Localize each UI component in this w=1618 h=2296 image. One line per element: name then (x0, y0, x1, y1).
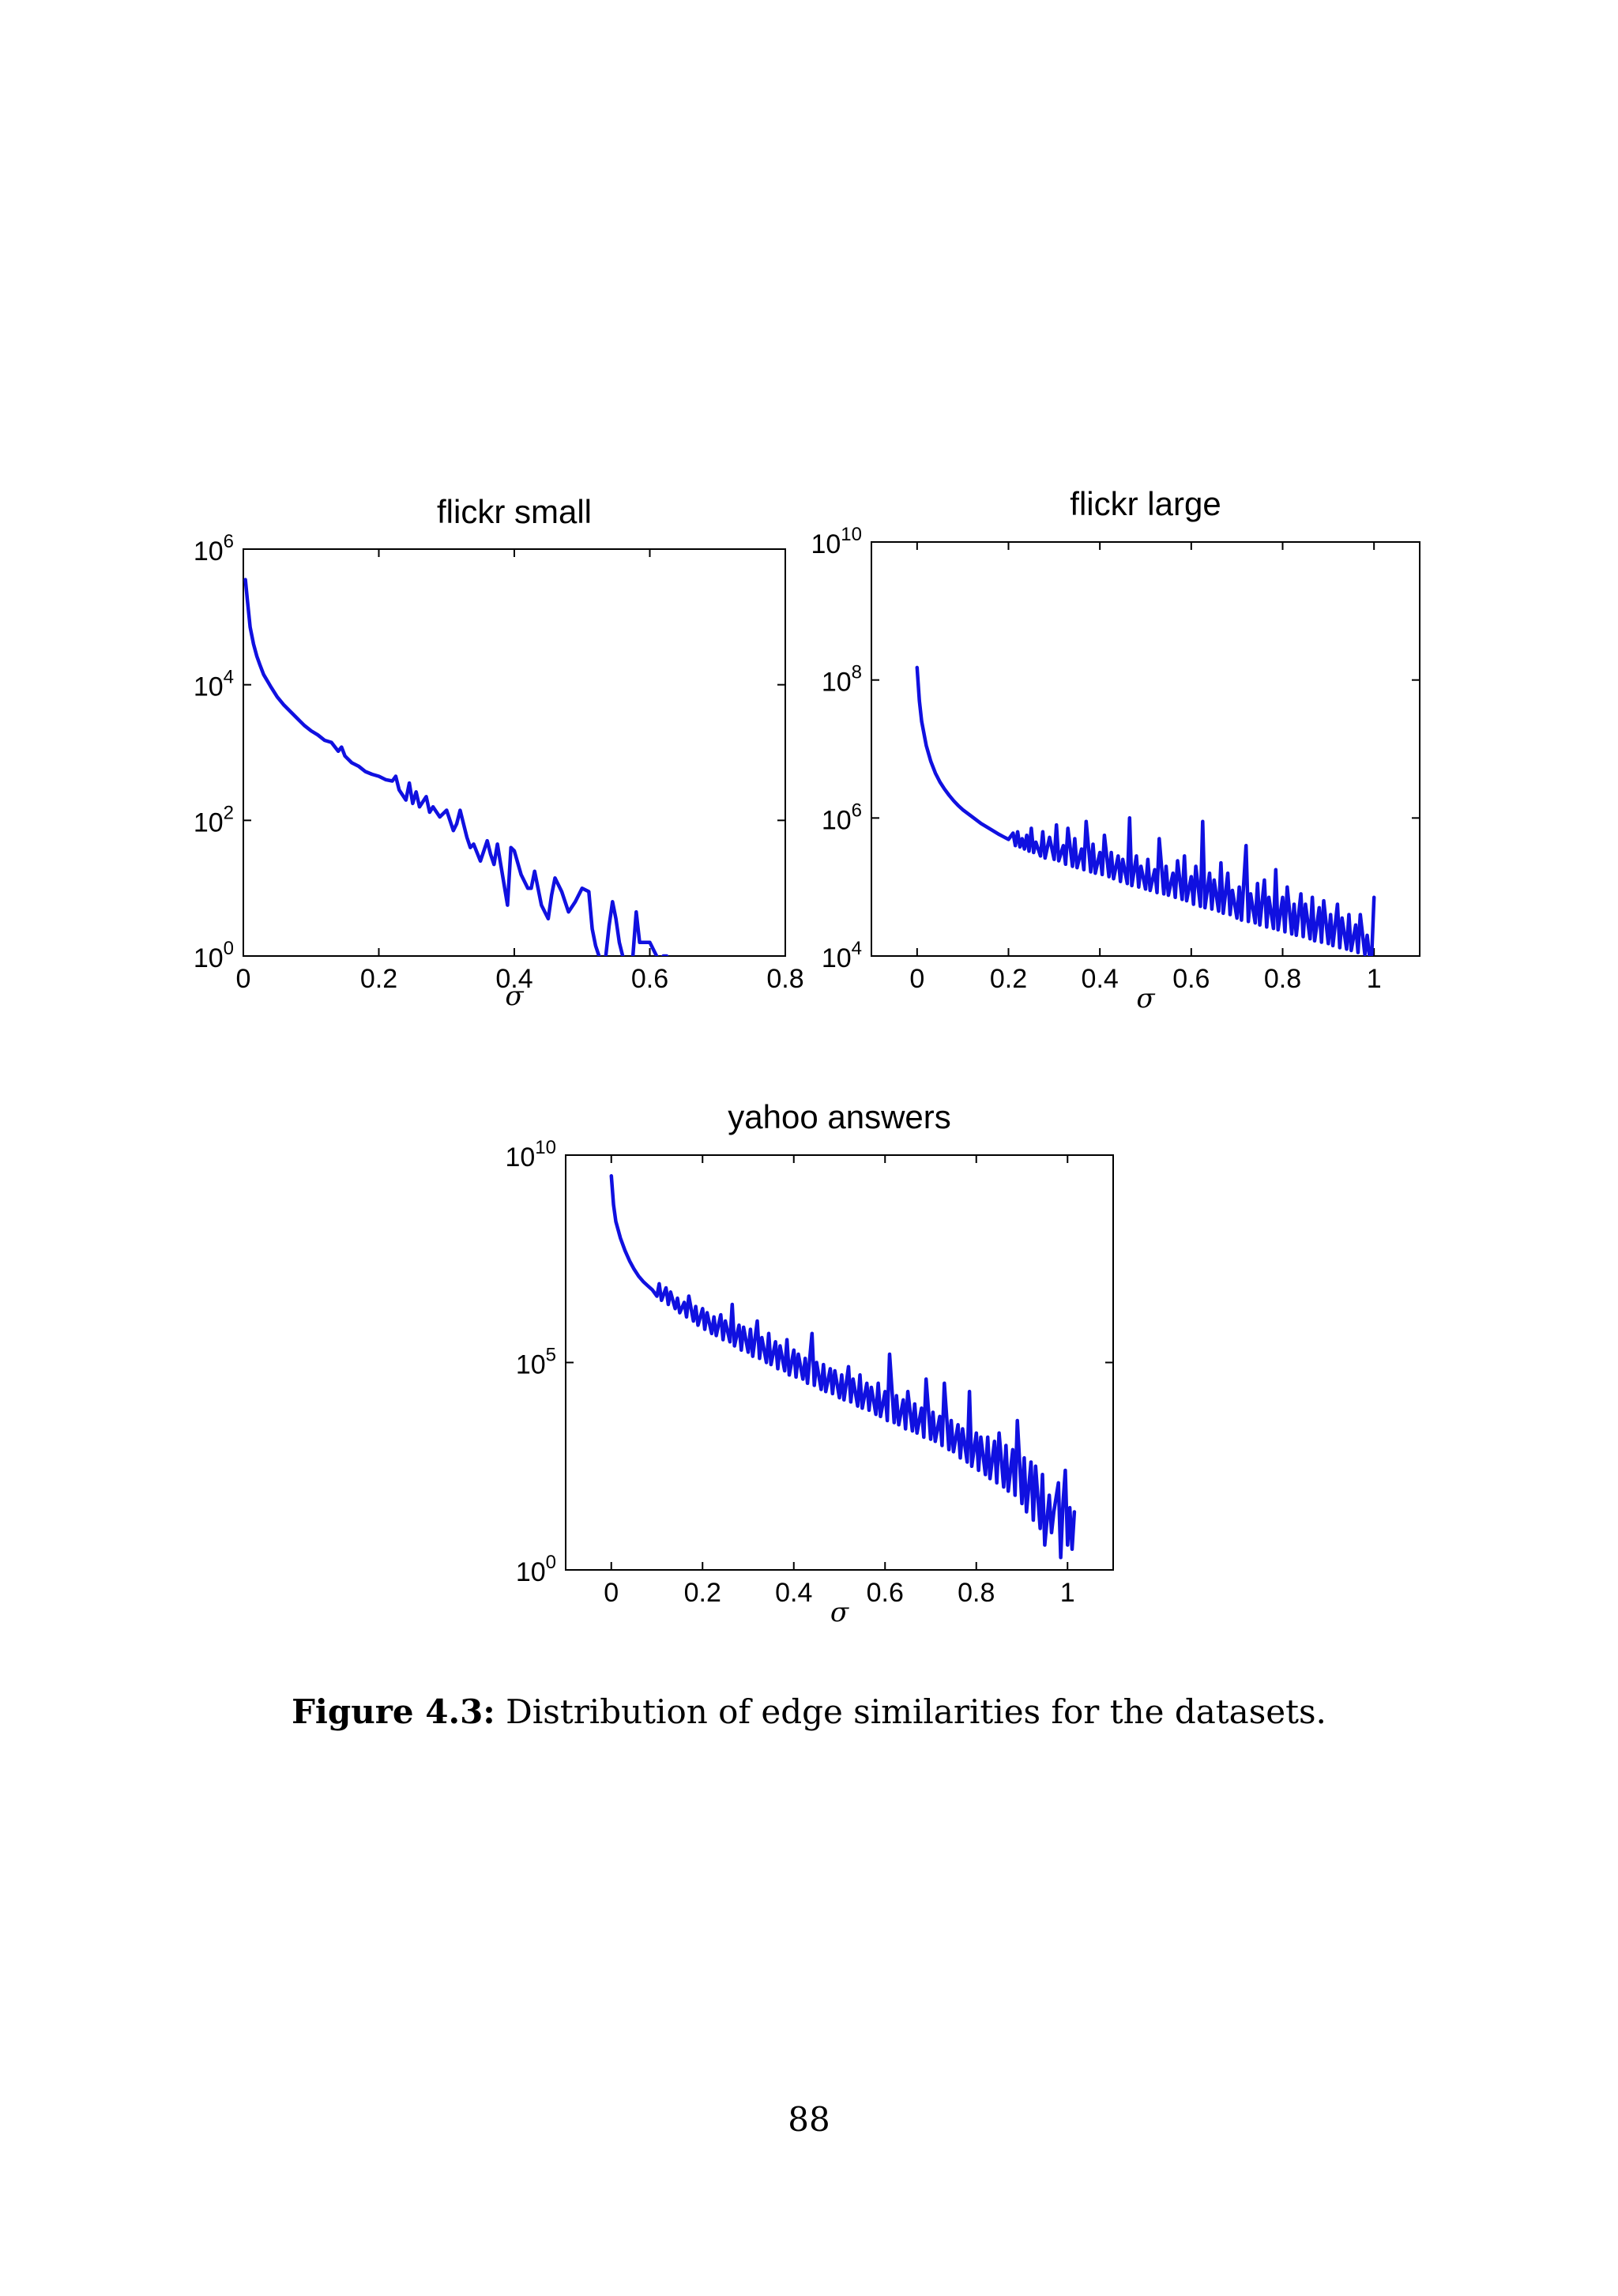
x-tick-label: 0.2 (684, 1578, 721, 1608)
y-tick-label: 108 (822, 662, 862, 698)
series-line (609, 1174, 1077, 1560)
x-tick-label: 0.2 (360, 964, 397, 994)
y-tick-label-base: 10 (516, 1350, 546, 1380)
x-tick-label: 0 (604, 1578, 619, 1608)
y-tick-label: 1010 (505, 1137, 556, 1172)
figure-caption: Figure 4.3: Distribution of edge similar… (0, 1692, 1618, 1731)
series-edge-similarity-count (915, 665, 1376, 956)
y-tick-label-base: 10 (194, 536, 224, 566)
series-line (604, 900, 625, 956)
chart-title: flickr large (1070, 485, 1221, 522)
x-tick-label: 0.6 (1172, 964, 1210, 994)
plot-frame (871, 541, 1420, 957)
y-tick-label-base: 10 (822, 805, 852, 835)
x-tick-label: 0.8 (1264, 964, 1301, 994)
y-tick-label-exponent: 8 (852, 662, 862, 683)
y-tick-label-exponent: 4 (224, 667, 234, 688)
x-tick-label: 0.4 (495, 964, 532, 994)
y-tick-label: 104 (822, 938, 862, 973)
series-line (915, 665, 1376, 956)
y-tick-label: 104 (194, 667, 234, 702)
x-tick-label: 0 (909, 964, 924, 994)
y-tick-label-exponent: 6 (224, 531, 234, 552)
page-number: 88 (788, 2100, 830, 2139)
x-tick-label: 0.6 (631, 964, 668, 994)
series-line (243, 578, 601, 956)
x-tick-label: 0.6 (867, 1578, 904, 1608)
y-tick-label-base: 10 (505, 1142, 535, 1172)
series-line (630, 909, 659, 956)
chart-title: yahoo answers (728, 1098, 951, 1135)
x-axis-label: σ (830, 1597, 849, 1628)
y-tick-label-base: 10 (822, 943, 852, 973)
y-tick-label: 1010 (811, 524, 862, 559)
y-tick-label-exponent: 5 (546, 1345, 556, 1366)
y-tick-label-exponent: 0 (546, 1552, 556, 1573)
figure-caption-label: Figure 4.3: (292, 1692, 495, 1731)
y-tick-label: 102 (194, 802, 234, 837)
x-tick-label: 0.4 (775, 1578, 812, 1608)
x-tick-label: 0.4 (1082, 964, 1119, 994)
x-tick-label: 0.8 (958, 1578, 995, 1608)
x-tick-label: 0 (236, 964, 251, 994)
y-tick-label-exponent: 4 (852, 938, 862, 959)
x-axis-label: σ (1136, 983, 1155, 1014)
y-tick-label-exponent: 10 (841, 524, 862, 545)
y-tick-label-exponent: 10 (535, 1137, 556, 1158)
x-tick-label: 0.8 (766, 964, 803, 994)
series-edge-similarity-count (243, 578, 669, 956)
y-tick-label: 106 (194, 531, 234, 566)
y-tick-label-base: 10 (811, 529, 841, 559)
y-tick-label-base: 10 (822, 668, 852, 698)
chart-title: flickr small (437, 493, 592, 530)
x-tick-label: 1 (1367, 964, 1382, 994)
y-tick-label: 100 (194, 938, 234, 973)
y-tick-label-base: 10 (516, 1557, 546, 1587)
y-tick-label: 100 (516, 1552, 556, 1587)
y-tick-label-base: 10 (194, 807, 224, 837)
y-tick-label-base: 10 (194, 672, 224, 702)
plot-frame (243, 548, 786, 957)
y-tick-label-base: 10 (194, 943, 224, 973)
series-edge-similarity-count (609, 1174, 1077, 1560)
y-tick-label-exponent: 2 (224, 802, 234, 823)
y-tick-label-exponent: 0 (224, 938, 234, 959)
x-axis-label: σ (505, 981, 524, 1012)
y-tick-label: 106 (822, 800, 862, 835)
y-tick-label-exponent: 6 (852, 800, 862, 821)
x-tick-label: 0.2 (990, 964, 1027, 994)
y-tick-label: 105 (516, 1345, 556, 1380)
figure-caption-text: Distribution of edge similarities for th… (506, 1692, 1326, 1731)
x-tick-label: 1 (1060, 1578, 1075, 1608)
